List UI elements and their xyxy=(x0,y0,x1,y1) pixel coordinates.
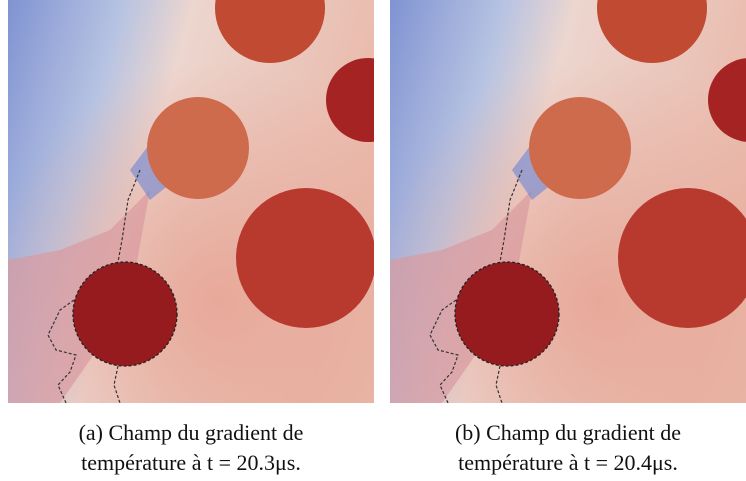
caption-line: (b) Champ du gradient de xyxy=(454,420,682,445)
caption-line: température à t = 20.3μs. xyxy=(81,450,301,475)
caption-line: (a) Champ du gradient de xyxy=(78,420,304,445)
panel-b-image xyxy=(390,0,746,403)
caption-b: (b) Champ du gradient de température à t… xyxy=(390,418,746,478)
caption-line: température à t = 20.4μs. xyxy=(458,450,678,475)
caption-a: (a) Champ du gradient de température à t… xyxy=(8,418,374,478)
panel-a-image xyxy=(8,0,374,403)
figure-images xyxy=(8,0,746,403)
